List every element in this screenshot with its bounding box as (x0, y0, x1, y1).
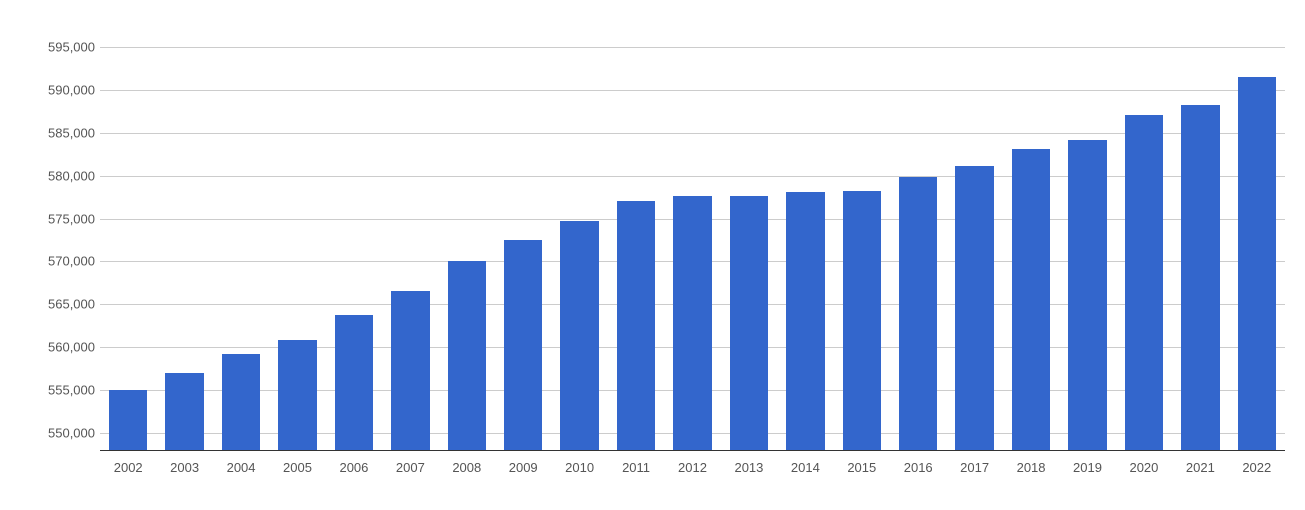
bar (955, 166, 993, 450)
x-tick-label: 2022 (1242, 460, 1271, 475)
bar (1068, 140, 1106, 450)
x-tick-label: 2011 (622, 460, 650, 475)
x-tick-label: 2010 (565, 460, 594, 475)
bar (109, 390, 147, 450)
x-tick-label: 2020 (1129, 460, 1158, 475)
x-tick-label: 2002 (114, 460, 143, 475)
x-tick-label: 2006 (339, 460, 368, 475)
x-tick-label: 2003 (170, 460, 199, 475)
y-tick-label: 570,000 (5, 254, 95, 269)
gridline (100, 90, 1285, 91)
bar (1012, 149, 1050, 450)
x-tick-label: 2021 (1186, 460, 1215, 475)
bar (560, 221, 598, 450)
bar (165, 373, 203, 450)
x-tick-label: 2012 (678, 460, 707, 475)
gridline (100, 47, 1285, 48)
bar (673, 196, 711, 450)
x-tick-label: 2017 (960, 460, 989, 475)
y-tick-label: 580,000 (5, 168, 95, 183)
x-tick-label: 2005 (283, 460, 312, 475)
x-tick-label: 2019 (1073, 460, 1102, 475)
bar (504, 240, 542, 450)
x-tick-label: 2015 (847, 460, 876, 475)
y-tick-label: 575,000 (5, 211, 95, 226)
x-tick-label: 2009 (509, 460, 538, 475)
bar (335, 315, 373, 450)
bar (278, 340, 316, 450)
y-tick-label: 595,000 (5, 40, 95, 55)
x-tick-label: 2007 (396, 460, 425, 475)
x-tick-label: 2008 (452, 460, 481, 475)
bar (1238, 77, 1276, 450)
y-tick-label: 560,000 (5, 340, 95, 355)
bar (617, 201, 655, 450)
x-tick-label: 2004 (227, 460, 256, 475)
bar (448, 261, 486, 450)
bar (899, 177, 937, 450)
x-axis-baseline (100, 450, 1285, 451)
x-tick-label: 2013 (734, 460, 763, 475)
bar (222, 354, 260, 450)
bar (786, 192, 824, 450)
bar (391, 291, 429, 450)
y-tick-label: 555,000 (5, 383, 95, 398)
bar (730, 196, 768, 450)
x-tick-label: 2016 (904, 460, 933, 475)
bar-chart: 550,000 555,000 560,000 565,000 570,000 575,0… (0, 0, 1305, 510)
bar (843, 191, 881, 450)
y-tick-label: 550,000 (5, 425, 95, 440)
y-tick-label: 565,000 (5, 297, 95, 312)
y-tick-label: 585,000 (5, 125, 95, 140)
gridline (100, 133, 1285, 134)
bar (1181, 105, 1219, 450)
x-tick-label: 2014 (791, 460, 820, 475)
bar (1125, 115, 1163, 450)
x-tick-label: 2018 (1017, 460, 1046, 475)
gridline (100, 176, 1285, 177)
plot-area (100, 30, 1285, 450)
y-tick-label: 590,000 (5, 83, 95, 98)
